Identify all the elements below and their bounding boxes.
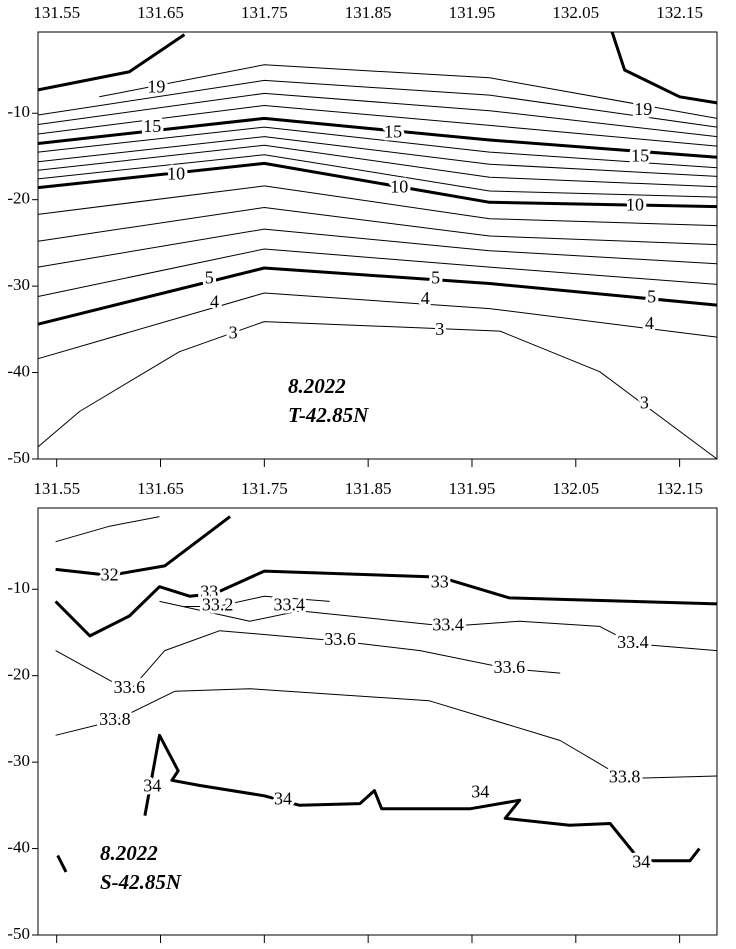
x-tick-label: 132.15 bbox=[656, 479, 703, 498]
contour-label: 3 bbox=[435, 319, 444, 339]
contour-label: 34 bbox=[274, 788, 292, 808]
contour-label: 34 bbox=[471, 781, 489, 801]
contour-line bbox=[37, 144, 718, 188]
contour-label: 10 bbox=[390, 177, 408, 197]
contour-line bbox=[37, 116, 718, 159]
contour-line bbox=[55, 516, 160, 543]
contour-label: 33.4 bbox=[617, 632, 649, 652]
contour-line bbox=[184, 595, 330, 607]
contour-label: 32 bbox=[101, 564, 119, 584]
contour-label: 15 bbox=[143, 116, 161, 136]
contour-line bbox=[159, 600, 718, 652]
contour-line bbox=[37, 228, 718, 268]
contour-line bbox=[37, 79, 718, 128]
contour-line bbox=[37, 207, 718, 246]
y-tick-label: -40 bbox=[7, 361, 30, 380]
y-tick-label: -30 bbox=[7, 275, 30, 294]
y-tick-label: -20 bbox=[7, 189, 30, 208]
plot-frame bbox=[37, 507, 718, 936]
y-tick-label: -50 bbox=[7, 924, 30, 943]
contour-line bbox=[99, 64, 718, 119]
contour-label: 33.8 bbox=[99, 709, 131, 729]
x-tick-label: 131.95 bbox=[449, 479, 496, 498]
contour-label: 33.2 bbox=[202, 595, 234, 615]
y-tick-label: -10 bbox=[7, 578, 30, 597]
contour-label: 33.6 bbox=[114, 677, 146, 697]
annotation: T-42.85N bbox=[288, 403, 369, 427]
contour-label: 19 bbox=[634, 99, 652, 119]
contour-label: 34 bbox=[632, 851, 650, 871]
y-tick-label: -30 bbox=[7, 751, 30, 770]
contour-line bbox=[37, 185, 718, 227]
x-tick-label: 131.95 bbox=[449, 3, 496, 22]
y-tick-label: -20 bbox=[7, 665, 30, 684]
contour-label: 5 bbox=[205, 267, 214, 287]
y-tick-label: -10 bbox=[7, 102, 30, 121]
y-tick-label: -40 bbox=[7, 837, 30, 856]
contour-label: 33.6 bbox=[494, 657, 526, 677]
contour-label: 15 bbox=[384, 121, 402, 141]
contour-label: 10 bbox=[626, 195, 644, 215]
plot-frame bbox=[37, 31, 718, 460]
contour-line bbox=[37, 321, 718, 460]
contour-line bbox=[56, 733, 701, 873]
contour-line bbox=[37, 248, 718, 297]
x-tick-label: 131.75 bbox=[241, 3, 288, 22]
contour-line bbox=[55, 630, 561, 692]
x-tick-label: 131.75 bbox=[241, 479, 288, 498]
contour-line bbox=[37, 105, 718, 147]
x-tick-label: 131.65 bbox=[137, 3, 184, 22]
contour-label: 15 bbox=[631, 145, 649, 165]
x-tick-label: 131.65 bbox=[137, 479, 184, 498]
contour-line bbox=[54, 569, 718, 638]
x-tick-label: 131.85 bbox=[345, 479, 392, 498]
x-tick-label: 131.55 bbox=[33, 3, 80, 22]
contour-label: 33 bbox=[431, 571, 449, 591]
contour-label: 19 bbox=[147, 76, 165, 96]
contour-label: 33.4 bbox=[274, 595, 306, 615]
x-tick-label: 132.15 bbox=[656, 3, 703, 22]
contour-line bbox=[37, 31, 718, 105]
contour-line bbox=[37, 292, 718, 360]
contour-label: 5 bbox=[431, 267, 440, 287]
contour-label: 10 bbox=[167, 164, 185, 184]
contour-label: 3 bbox=[640, 393, 649, 413]
contour-line bbox=[37, 266, 718, 326]
contour-label: 33 bbox=[200, 582, 218, 602]
contour-line bbox=[55, 515, 232, 577]
x-tick-label: 131.55 bbox=[33, 479, 80, 498]
contour-line bbox=[37, 126, 718, 169]
annotation: S-42.85N bbox=[100, 870, 182, 894]
contour-line bbox=[37, 136, 718, 177]
contour-line bbox=[37, 154, 718, 198]
annotation: 8.2022 bbox=[288, 374, 346, 398]
contour-line bbox=[55, 688, 718, 779]
contour-label: 33.8 bbox=[609, 767, 641, 787]
contour-label: 4 bbox=[210, 292, 219, 312]
contour-label: 3 bbox=[229, 323, 238, 343]
x-tick-label: 131.85 bbox=[345, 3, 392, 22]
contour-label: 4 bbox=[421, 288, 430, 308]
contour-label: 33.4 bbox=[432, 615, 464, 635]
contour-label: 33.6 bbox=[324, 629, 356, 649]
annotation: 8.2022 bbox=[100, 841, 158, 865]
contour-label: 34 bbox=[143, 775, 161, 795]
y-tick-label: -50 bbox=[7, 448, 30, 467]
contour-label: 5 bbox=[647, 286, 656, 306]
x-tick-label: 132.05 bbox=[552, 3, 599, 22]
contour-line bbox=[37, 161, 718, 209]
contour-line bbox=[37, 92, 718, 138]
x-tick-label: 132.05 bbox=[552, 479, 599, 498]
contour-label: 4 bbox=[645, 313, 654, 333]
